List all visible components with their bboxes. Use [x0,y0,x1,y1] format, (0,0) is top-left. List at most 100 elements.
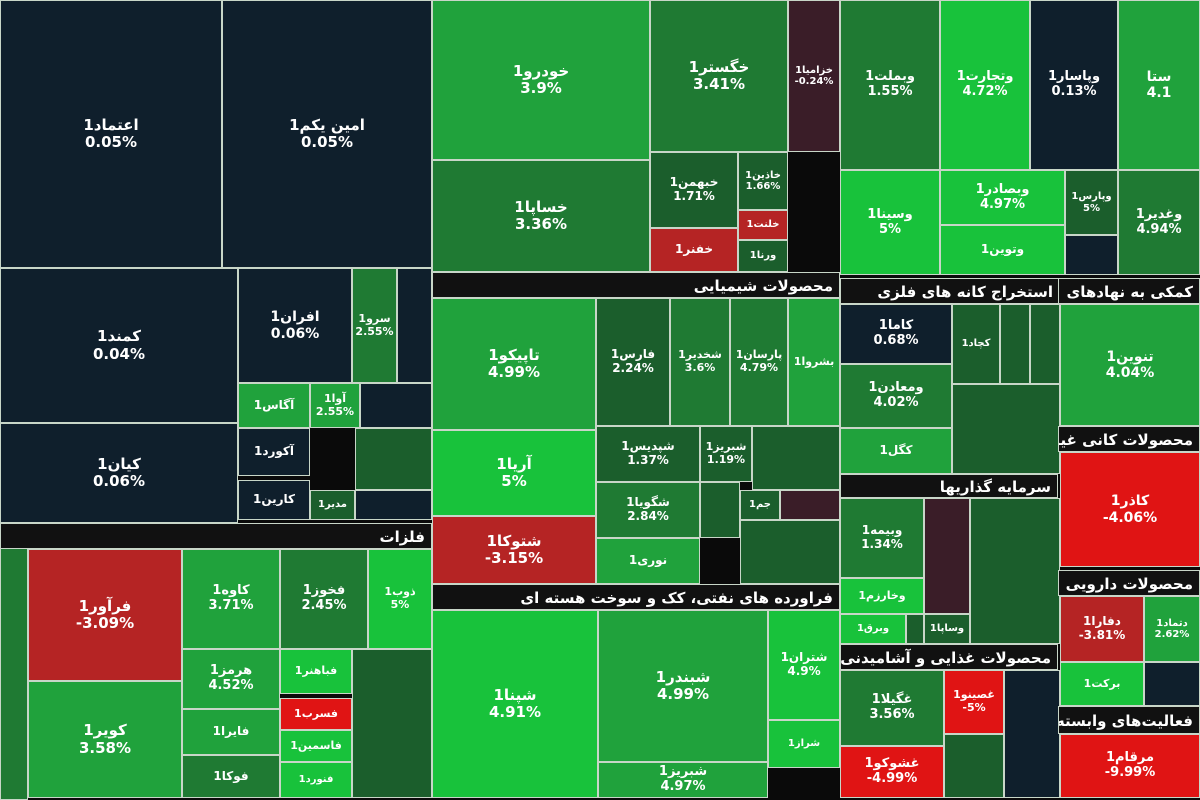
stock-tile[interactable]: وسینا1 5% [840,170,940,275]
stock-tile[interactable]: بشروا1 [788,298,840,426]
stock-tile[interactable]: دتماد1 2.62% [1144,596,1200,662]
stock-tile[interactable]: دفارا1 -3.81% [1060,596,1144,662]
stock-tile[interactable]: کمند1 0.04% [0,268,238,423]
stock-tile[interactable]: فارس1 2.24% [596,298,670,426]
filler-tile [944,734,1004,798]
stock-tile[interactable]: وخارزم1 [840,578,924,614]
stock-change: 5% [1083,202,1100,214]
stock-tile[interactable]: کچاد1 [952,304,1000,384]
stock-tile[interactable]: شبریز1 4.97% [598,762,768,798]
stock-tile[interactable]: وبرق1 [840,614,906,644]
stock-tile[interactable]: شبندر1 4.99% [598,610,768,762]
stock-tile[interactable]: شپدیس1 1.37% [596,426,700,482]
stock-tile[interactable]: کگل1 [840,428,952,474]
stock-tile[interactable]: فخوز1 2.45% [280,549,368,649]
stock-tile[interactable]: شتوکا1 -3.15% [432,516,596,584]
stock-tile[interactable]: وبملت1 1.55% [840,0,940,170]
stock-tile[interactable]: کیان1 0.06% [0,423,238,523]
stock-tile[interactable]: وپاسار1 0.13% [1030,0,1118,170]
stock-tile[interactable]: کویر1 3.58% [28,681,182,798]
stock-tile[interactable]: خفنر1 [650,228,738,272]
stock-change: 2.55% [315,404,355,418]
stock-symbol: شپدیس1 [621,439,675,454]
stock-change: 4.97% [660,779,706,794]
stock-tile[interactable]: خزامیا1 -0.24% [788,0,840,152]
stock-tile[interactable]: سرو1 2.55% [352,268,397,383]
stock-tile[interactable]: خودرو1 3.9% [432,0,650,160]
stock-tile[interactable]: نوری1 [596,538,700,584]
stock-tile[interactable]: خگستر1 3.41% [650,0,788,152]
stock-tile[interactable]: شخدیر1 3.6% [670,298,730,426]
stock-tile[interactable]: برکت1 [1060,662,1144,706]
stock-tile[interactable]: فوکا1 [182,755,280,798]
stock-tile[interactable]: جم1 [740,490,780,520]
stock-change: 1.55% [867,84,913,99]
stock-tile[interactable]: آکورد1 [238,428,310,476]
stock-tile[interactable]: کارین1 [238,480,310,520]
stock-tile[interactable]: مرقام1 -9.99% [1060,734,1200,798]
filler-tile [1004,670,1060,798]
stock-tile[interactable]: ورنا1 [738,240,788,272]
stock-tile[interactable]: غصینو1 -5% [944,670,1004,734]
stock-tile[interactable]: کاذر1 -4.06% [1060,452,1200,567]
stock-tile[interactable]: وبیمه1 1.34% [840,498,924,578]
stock-tile[interactable]: امین یکم1 0.05% [222,0,432,268]
stock-tile[interactable]: غشوکو1 -4.99% [840,746,944,798]
stock-tile[interactable]: وبصادر1 4.97% [940,170,1065,225]
stock-tile[interactable]: فباهنر1 [280,649,352,694]
stock-tile[interactable]: شپنا1 4.91% [432,610,598,798]
stock-symbol: فرآور1 [78,596,132,615]
stock-tile[interactable]: فاسمین1 [280,730,352,762]
stock-tile[interactable]: ستا 4.1 [1118,0,1200,170]
stock-change: -4.99% [866,771,918,786]
stock-change: 3.56% [869,707,915,722]
stock-tile[interactable]: فایرا1 [182,709,280,755]
stock-change: 2.84% [627,509,669,523]
stock-tile[interactable]: آگاس1 [238,383,310,428]
stock-tile[interactable]: خاذین1 1.66% [738,152,788,210]
stock-tile[interactable]: فسرب1 [280,698,352,730]
stock-tile[interactable]: فرآور1 -3.09% [28,549,182,681]
stock-tile[interactable]: فنورد1 [280,762,352,798]
stock-tile[interactable]: وتجارت1 4.72% [940,0,1030,170]
stock-tile[interactable]: اعتماد1 0.05% [0,0,222,268]
stock-tile[interactable]: وغدیر1 4.94% [1118,170,1200,275]
stock-tile[interactable]: آوا1 2.55% [310,383,360,428]
stock-tile[interactable]: خبهمن1 1.71% [650,152,738,228]
stock-tile[interactable]: تنوین1 4.04% [1060,304,1200,426]
stock-tile[interactable]: وتوین1 [940,225,1065,275]
stock-tile[interactable]: وپارس1 5% [1065,170,1118,235]
stock-symbol: کچاد1 [961,338,991,350]
stock-change: -3.15% [484,549,544,567]
stock-tile[interactable]: مدیر1 [310,490,355,520]
stock-tile[interactable]: پارسان1 4.79% [730,298,788,426]
stock-change: 2.24% [612,361,654,375]
stock-symbol: جم1 [748,499,772,511]
stock-tile[interactable]: ذوب1 5% [368,549,432,649]
stock-tile[interactable]: کاوه1 3.71% [182,549,280,649]
stock-tile[interactable]: آریا1 5% [432,430,596,516]
stock-change: 0.05% [300,133,354,151]
stock-change: 3.36% [514,215,568,233]
stock-tile[interactable]: خلنت1 [738,210,788,240]
stock-tile[interactable]: خساپا1 3.36% [432,160,650,272]
stock-change: 4.9% [787,664,821,678]
stock-tile[interactable]: وساپا1 [924,614,970,644]
stock-symbol: کگل1 [879,443,913,458]
stock-tile[interactable]: افران1 0.06% [238,268,352,383]
stock-tile[interactable]: غگیلا1 3.56% [840,670,944,746]
stock-symbol: فخوز1 [302,583,346,599]
stock-tile[interactable]: شتران1 4.9% [768,610,840,720]
filler-tile [1144,662,1200,706]
stock-symbol: مدیر1 [318,499,347,511]
stock-symbol: غصینو1 [953,688,995,702]
stock-tile[interactable]: تاپیکو1 4.99% [432,298,596,430]
stock-tile[interactable]: کاما1 0.68% [840,304,952,364]
stock-tile[interactable]: شراز1 [768,720,840,768]
stock-tile[interactable]: شبریز1 1.19% [700,426,752,482]
stock-symbol: فایرا1 [212,724,250,739]
stock-change: -0.24% [794,76,834,87]
stock-tile[interactable]: شگویا1 2.84% [596,482,700,538]
stock-tile[interactable]: ومعادن1 4.02% [840,364,952,428]
stock-tile[interactable]: هرمز1 4.52% [182,649,280,709]
